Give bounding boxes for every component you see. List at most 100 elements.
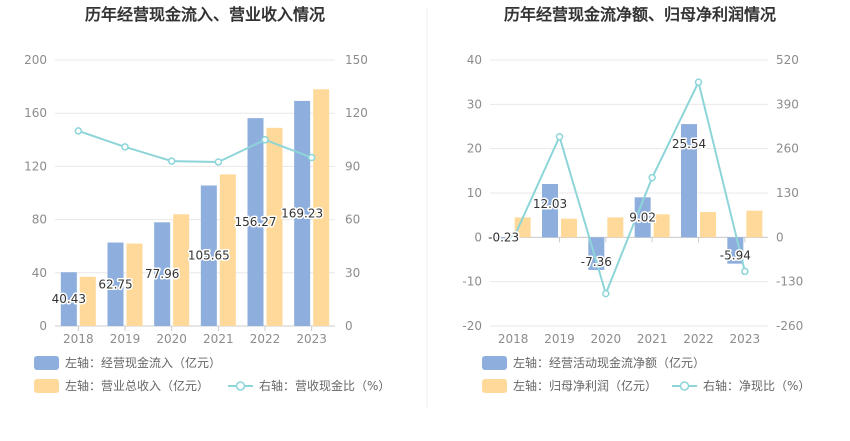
chart2-line-point [555,132,564,141]
chart1-bar-orange [219,174,236,326]
chart2-line-point [602,289,610,298]
chart1-y-left-tick: 120 [24,159,47,173]
chart2-legend-swatch [679,381,690,391]
chart1-legend-label: 左轴：营业总收入（亿元） [65,378,209,393]
chart1-y-left-tick: 40 [32,266,47,280]
chart2-y-left-tick: 40 [467,53,482,67]
chart2-x-tick: 2020 [591,332,622,346]
chart1-bar-blue [107,242,124,326]
chart1-data-label: 105.65 [188,249,230,263]
chart1-y-left-tick: 200 [24,53,47,67]
chart1-bar-orange [79,276,96,326]
chart2-data-label: -5.94 [720,249,751,263]
chart1-line-point [167,157,176,165]
chart2-y-left-tick: -10 [462,275,482,289]
chart1-line-point [121,143,129,151]
chart2-line-series [512,79,746,297]
chart2-y-left-tick: 30 [467,97,482,111]
chart2-bar-blue [727,237,744,264]
chart1-bar-orange [173,214,190,326]
chart1-data-label: 77.96 [145,267,179,281]
chart1-legend-label: 左轴：经营现金流入（亿元） [65,355,221,370]
chart1-bar-orange [313,89,330,326]
chart1-legend-swatch [34,379,59,393]
chart2-y-left-tick: 10 [467,186,482,200]
chart1-x-tick: 2020 [156,332,187,346]
chart1-bar-blue [247,118,264,327]
chart1-x-tick: 2022 [250,332,281,346]
chart1-bar-blue [154,222,171,326]
chart1-data-label: 169.23 [281,206,323,220]
chart1-line-point [74,127,83,135]
chart1-y-right-tick: 120 [345,106,368,120]
chart2-data-label: -7.36 [581,255,612,269]
chart2-y-right-tick: -130 [776,275,803,289]
chart1-line-point [261,136,269,144]
chart1-line-point [214,158,223,166]
chart1-bar-orange [126,243,143,326]
chart1-y-right-tick: 0 [345,319,353,333]
chart1-title: 历年经营现金流入、营业收入情况 [85,5,325,24]
chart2-bar-blue [681,124,697,238]
chart1-data-label: 40.43 [52,292,86,306]
chart1-legend-label: 右轴：营收现金比（%） [259,378,390,393]
chart1-bar-blue [294,100,311,326]
chart1-y-left-tick: 80 [32,213,47,227]
chart2-data-label: 12.03 [533,197,567,211]
chart2-bar-orange [607,217,624,238]
chart2-line-point [509,235,517,243]
chart2-bar-orange [561,218,577,238]
chart2-legend-label: 左轴：归母净利润（亿元） [513,378,657,393]
chart1-y-right-tick: 150 [345,53,368,67]
chart1-bar-orange [266,127,283,326]
chart1-x-tick: 2019 [110,332,141,346]
chart2-legend-label: 左轴：经营活动现金流净额（亿元） [513,355,705,370]
chart2-line-point [741,267,749,276]
chart2-x-tick: 2019 [544,332,575,346]
chart1-y-left-tick: 0 [39,319,47,333]
chart2-line-point [694,78,703,86]
chart2-y-left-tick: -20 [462,319,482,333]
chart2-x-tick: 2021 [637,332,668,346]
chart2-y-right-tick: -260 [776,319,803,333]
chart1-legend-swatch [34,356,59,370]
chart2-x-tick: 2023 [730,332,761,346]
chart1-x-tick: 2023 [296,332,327,346]
chart2-line-point [648,173,656,182]
chart1-legend-swatch [235,381,246,391]
chart2-legend-swatch [482,356,507,370]
chart2-x-tick: 2022 [683,332,714,346]
chart1-bar-blue [200,185,217,326]
chart1-line-series [78,129,313,163]
chart2-y-right-tick: 390 [776,97,799,111]
chart2-legend-label: 右轴：净现比（%） [703,378,810,393]
chart2-y-right-tick: 0 [776,230,784,244]
chart2-bar-orange [653,214,670,238]
chart1-data-label: 156.27 [235,215,277,229]
chart2-y-left-tick: 20 [467,142,482,156]
chart2-data-label: -0.23 [488,230,519,244]
chart1-y-right-tick: 60 [345,213,360,227]
chart2-data-label: 25.54 [672,137,706,151]
chart2-y-right-tick: 520 [776,53,799,67]
chart2-y-left-tick: 0 [474,230,482,244]
chart1-line-point [307,153,316,162]
chart2-data-label: 9.02 [629,210,656,224]
chart2-x-tick: 2018 [498,332,529,346]
chart1-x-tick: 2021 [203,332,234,346]
chart2-title: 历年经营现金流净额、归母净利润情况 [504,5,776,24]
chart2-bar-blue [542,184,558,238]
chart2-legend-swatch [482,379,507,393]
chart2-y-right-tick: 130 [776,186,799,200]
chart1-y-left-tick: 160 [24,106,47,120]
chart2-bar-orange [514,217,531,238]
chart2-bar-orange [700,212,716,238]
chart1-y-right-tick: 90 [345,159,360,173]
chart2-bar-blue [634,197,651,238]
chart1-data-label: 62.75 [98,277,132,291]
chart2-bar-blue [495,237,512,239]
chart2-bar-orange [746,210,763,238]
chart2-y-right-tick: 260 [776,142,799,156]
